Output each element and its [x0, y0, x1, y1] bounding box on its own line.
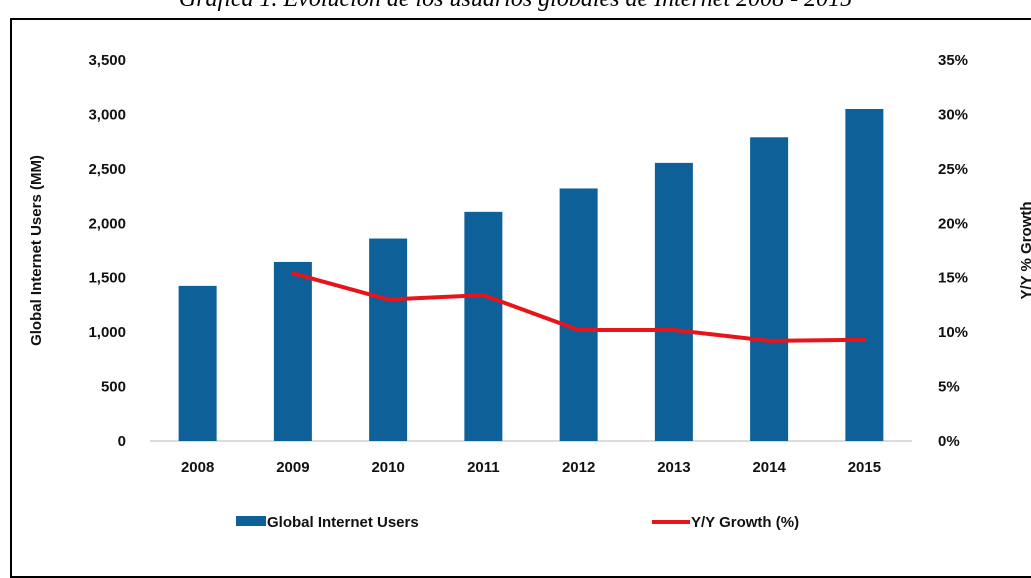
growth-point — [290, 271, 295, 276]
legend-bar-swatch — [236, 516, 266, 526]
x-tick-label: 2010 — [371, 459, 404, 476]
bar-2013 — [654, 162, 693, 441]
bar-2015 — [845, 108, 884, 441]
y2-tick-label: 15% — [938, 270, 968, 287]
y2-tick-label: 25% — [938, 161, 968, 178]
x-tick-label: 2011 — [467, 459, 500, 476]
left-axis-title: Global Internet Users (MM) — [28, 155, 45, 346]
bar-2012 — [559, 188, 598, 441]
growth-point — [481, 293, 486, 298]
growth-point — [576, 327, 581, 332]
growth-point — [862, 337, 867, 342]
right-axis-title: Y/Y % Growth — [1018, 201, 1031, 299]
y-tick-label: 1,500 — [88, 270, 126, 287]
bar-series — [178, 108, 884, 441]
legend: Global Internet Users Y/Y Growth (%) — [236, 514, 799, 531]
growth-point — [386, 297, 391, 302]
y2-tick-label: 5% — [938, 379, 960, 396]
y2-tick-label: 20% — [938, 215, 968, 232]
growth-point — [671, 327, 676, 332]
bar-2011 — [464, 211, 503, 441]
x-tick-label: 2015 — [848, 459, 881, 476]
y2-tick-label: 30% — [938, 106, 968, 123]
y-tick-label: 3,000 — [88, 106, 126, 123]
bar-2008 — [178, 285, 217, 441]
x-axis-ticks: 2008 2009 2010 2011 2012 2013 2014 2015 — [150, 440, 912, 476]
right-axis-ticks: 0% 5% 10% 15% 20% 25% 30% 35% — [938, 52, 968, 450]
y-tick-label: 500 — [101, 379, 126, 396]
x-tick-label: 2008 — [181, 459, 214, 476]
combo-chart: 0 500 1,000 1,500 2,000 2,500 3,000 3,500 0% 5% 1… — [28, 52, 1031, 531]
chart-caption: Gráfica 1. Evolución de los usuarios glo… — [0, 0, 1031, 13]
x-tick-label: 2014 — [752, 459, 786, 476]
y-tick-label: 1,000 — [88, 324, 126, 341]
left-axis-ticks: 0 500 1,000 1,500 2,000 2,500 3,000 3,500 — [88, 52, 126, 450]
x-tick-label: 2009 — [276, 459, 309, 476]
y-tick-label: 2,000 — [88, 215, 126, 232]
line-series — [290, 271, 867, 343]
bar-2014 — [750, 137, 789, 441]
growth-point — [767, 338, 772, 343]
y2-tick-label: 0% — [938, 433, 960, 450]
y-tick-label: 2,500 — [88, 161, 126, 178]
legend-line-label: Y/Y Growth (%) — [691, 514, 799, 531]
y-tick-label: 0 — [118, 433, 126, 450]
y-tick-label: 3,500 — [88, 52, 126, 69]
x-tick-label: 2013 — [657, 459, 690, 476]
x-tick-label: 2012 — [562, 459, 595, 476]
y2-tick-label: 10% — [938, 324, 968, 341]
y2-tick-label: 35% — [938, 52, 968, 69]
bar-2009 — [273, 261, 312, 441]
bar-2010 — [369, 238, 408, 441]
legend-bar-label: Global Internet Users — [267, 514, 419, 531]
